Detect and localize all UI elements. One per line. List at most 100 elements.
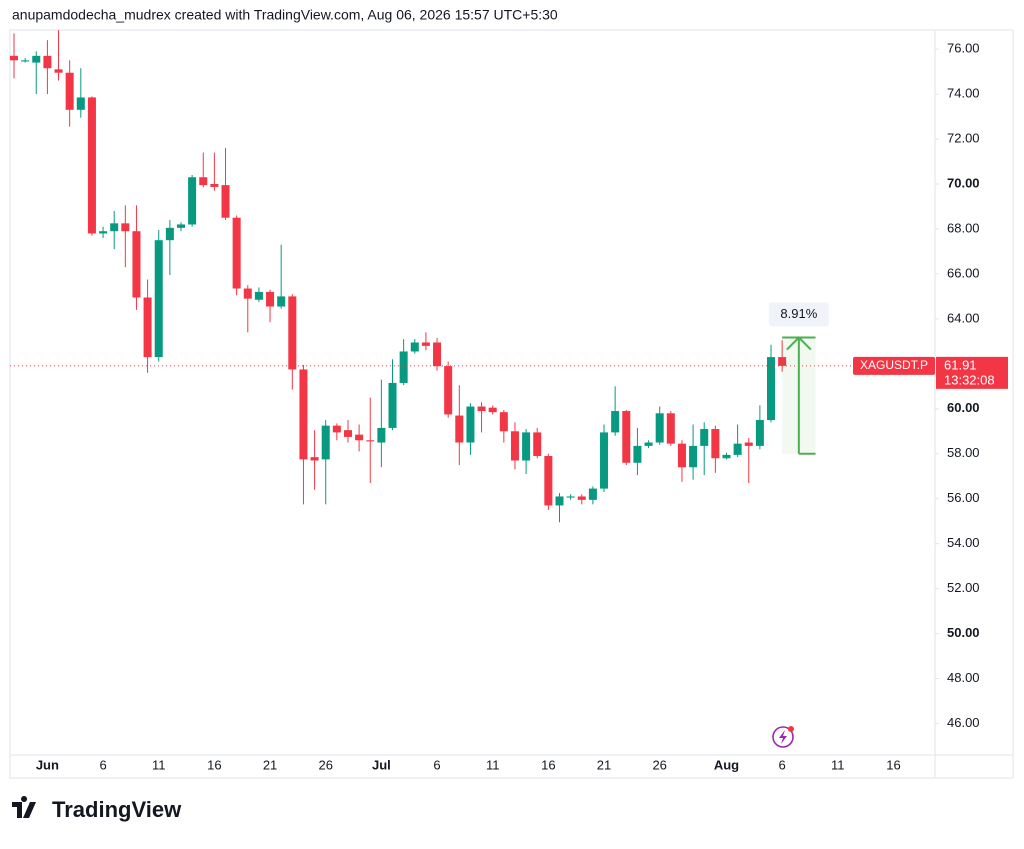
candle-body (188, 177, 197, 225)
candle-body (655, 413, 664, 443)
symbol-tag (853, 356, 935, 375)
candle-body (700, 429, 709, 446)
candle-body (399, 351, 408, 383)
last-price-label: 61.91 (944, 357, 977, 372)
candle-body (544, 456, 553, 506)
candles (9, 30, 787, 523)
x-tick-label: 21 (263, 757, 277, 772)
y-tick-label: 50.00 (947, 625, 980, 640)
candle-body (466, 406, 475, 443)
measure-arrow-head (786, 336, 812, 351)
y-tick-label: 58.00 (947, 445, 980, 460)
pane-border (9, 29, 1014, 779)
x-tick-label: 11 (486, 757, 500, 772)
candle-body (755, 420, 764, 446)
candle-body (43, 55, 52, 69)
candle-body (444, 366, 453, 415)
candle-body (633, 445, 642, 463)
y-tick-label: 76.00 (947, 41, 980, 56)
candle-body (65, 72, 74, 110)
candle-body (388, 382, 397, 428)
candle-body (32, 55, 41, 63)
candle-body (310, 457, 319, 461)
candle-body (332, 425, 341, 433)
y-tick-label: 52.00 (947, 580, 980, 595)
candle-body (9, 55, 19, 61)
candle-body (299, 369, 308, 460)
candle-body (254, 291, 263, 300)
candle-body (689, 445, 698, 468)
x-tick-label: 16 (207, 757, 221, 772)
candle-body (243, 288, 252, 299)
candle-body (110, 223, 119, 232)
y-tick-label: 66.00 (947, 265, 980, 280)
x-tick-label: 11 (152, 757, 166, 772)
candle-body (288, 296, 297, 370)
y-tick-label: 54.00 (947, 535, 980, 550)
y-tick-label: 48.00 (947, 670, 980, 685)
candle-body (644, 442, 653, 446)
candle-body (377, 427, 386, 443)
candle-body (622, 411, 631, 463)
candle-body (555, 496, 564, 506)
x-tick-label: 6 (99, 757, 106, 772)
candle-body (143, 297, 152, 358)
x-tick-label: 21 (597, 757, 611, 772)
candle-body (733, 443, 742, 455)
candle-body (21, 60, 30, 62)
y-tick-label: 60.00 (947, 400, 980, 415)
candle-body (343, 430, 352, 437)
candle-body (410, 342, 419, 352)
candle-body (588, 488, 597, 500)
candle-body (600, 432, 609, 489)
x-tick-label: 6 (779, 757, 786, 772)
candle-body (488, 407, 497, 413)
x-tick-label: 26 (652, 757, 666, 772)
candle-body (87, 97, 96, 234)
candle-body (722, 454, 731, 459)
logo: TradingView (12, 796, 182, 822)
y-tick-label: 72.00 (947, 130, 980, 145)
candle-body (510, 431, 519, 461)
candle-body (76, 97, 85, 110)
candle-body (677, 443, 686, 468)
candle-body (165, 227, 174, 241)
y-tick-label: 68.00 (947, 220, 980, 235)
candle-body (433, 342, 442, 367)
candle-body (666, 413, 675, 444)
measure-label-box (768, 302, 829, 327)
x-tick-label: 16 (541, 757, 555, 772)
candle-body (366, 440, 375, 442)
candle-body (744, 442, 753, 446)
y-tick-label: 70.00 (947, 175, 980, 190)
symbol-label: XAGUSDT.P (860, 358, 928, 372)
candle-body (767, 357, 776, 421)
candle-body (176, 224, 185, 228)
candle-body (277, 296, 286, 307)
candle-body (266, 291, 275, 307)
candle-body (99, 231, 108, 234)
candle-body (232, 217, 241, 289)
candle-body (421, 342, 430, 346)
candle-body (577, 496, 586, 500)
candle-body (154, 240, 163, 358)
y-tick-label: 74.00 (947, 86, 980, 101)
candle-body (221, 185, 230, 218)
logo-text: TradingView (52, 797, 182, 822)
candle-body (611, 411, 620, 433)
candle-body (477, 406, 486, 412)
candle-body (778, 357, 787, 366)
countdown-label: 13:32:08 (944, 372, 995, 387)
lightning-icon[interactable] (772, 726, 794, 748)
candle-body (121, 223, 130, 232)
candle-body (566, 496, 575, 498)
candle-body (533, 432, 542, 457)
candle-body (54, 69, 63, 73)
price-tag (936, 356, 1008, 389)
x-tick-label: Jul (372, 757, 391, 772)
candle-body (199, 177, 208, 186)
y-tick-label: 64.00 (947, 310, 980, 325)
x-tick-label: Aug (714, 757, 739, 772)
